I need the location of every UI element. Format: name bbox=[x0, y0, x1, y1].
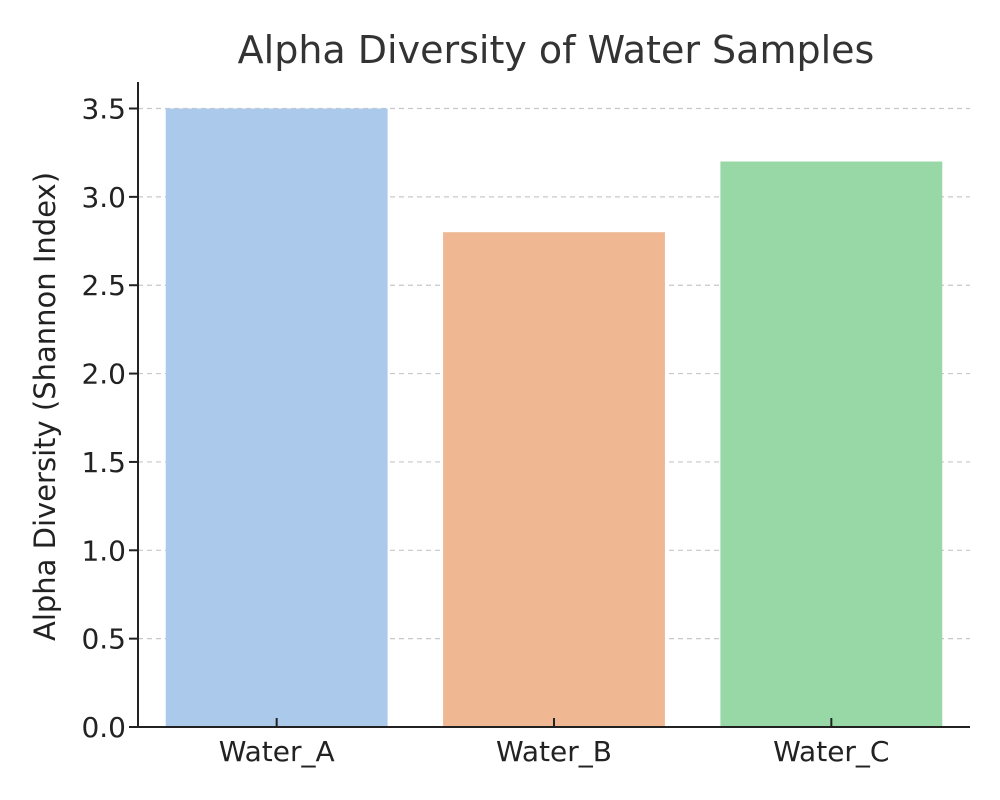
y-tick-label: 3.0 bbox=[81, 181, 126, 214]
y-tick-label: 0.5 bbox=[81, 623, 126, 656]
x-tick-label: Water_C bbox=[773, 735, 889, 768]
bars bbox=[165, 108, 943, 728]
x-ticks: Water_A Water_B Water_C bbox=[219, 718, 889, 768]
y-tick-label: 2.5 bbox=[81, 269, 126, 302]
y-tick-label: 2.0 bbox=[81, 358, 126, 391]
bar-water-b bbox=[443, 232, 665, 727]
y-tick-label: 3.5 bbox=[81, 93, 126, 126]
y-axis-label: Alpha Diversity (Shannon Index) bbox=[28, 172, 62, 641]
x-tick-label: Water_A bbox=[219, 735, 335, 768]
bar-water-a bbox=[165, 108, 388, 728]
y-tick-label: 0.0 bbox=[81, 711, 126, 744]
y-tick-label: 1.5 bbox=[81, 446, 126, 479]
x-tick-label: Water_B bbox=[496, 735, 612, 768]
y-tick-label: 1.0 bbox=[81, 534, 126, 567]
y-ticks: 0.0 0.5 1.0 1.5 2.0 2.5 3.0 3.5 bbox=[81, 93, 138, 744]
bar-water-c bbox=[720, 161, 943, 727]
chart-title: Alpha Diversity of Water Samples bbox=[238, 28, 875, 72]
